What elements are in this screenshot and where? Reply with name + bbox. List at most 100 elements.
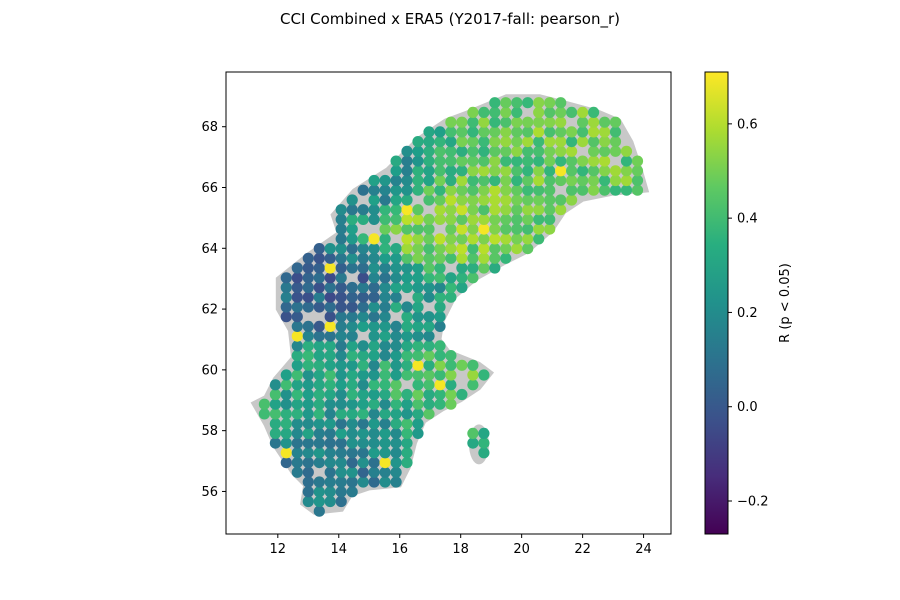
data-point	[544, 156, 555, 167]
data-point	[456, 117, 467, 128]
data-point	[391, 447, 402, 458]
data-point	[511, 214, 522, 225]
data-point	[380, 457, 391, 468]
data-point	[555, 156, 566, 167]
data-point	[588, 136, 599, 147]
data-point	[391, 175, 402, 186]
data-point	[336, 428, 347, 439]
data-point	[522, 214, 533, 225]
data-point	[467, 262, 478, 273]
data-point	[336, 399, 347, 410]
data-point	[358, 321, 369, 332]
data-point	[489, 136, 500, 147]
data-point	[412, 301, 423, 312]
data-point	[577, 165, 588, 176]
data-point	[336, 224, 347, 235]
data-point	[456, 175, 467, 186]
data-point	[325, 428, 336, 439]
data-point	[369, 340, 380, 351]
data-point	[401, 185, 412, 196]
data-point	[423, 175, 434, 186]
data-point	[588, 175, 599, 186]
data-point	[610, 185, 621, 196]
data-point	[336, 496, 347, 507]
data-point	[325, 399, 336, 410]
data-point	[412, 369, 423, 380]
data-point	[314, 301, 325, 312]
data-point	[358, 292, 369, 303]
data-point	[380, 408, 391, 419]
data-point	[369, 331, 380, 342]
data-point	[445, 350, 456, 361]
data-point	[303, 438, 314, 449]
data-point	[380, 428, 391, 439]
data-point	[423, 224, 434, 235]
data-point	[489, 107, 500, 118]
data-point	[423, 340, 434, 351]
data-point	[445, 360, 456, 371]
data-point	[347, 301, 358, 312]
data-point	[380, 331, 391, 342]
data-point	[281, 418, 292, 429]
data-point	[401, 311, 412, 322]
data-point	[445, 165, 456, 176]
data-point	[566, 146, 577, 157]
data-point	[358, 360, 369, 371]
data-point	[467, 185, 478, 196]
data-point	[423, 243, 434, 254]
data-point	[325, 379, 336, 390]
data-point	[467, 126, 478, 137]
data-point	[380, 311, 391, 322]
data-point	[292, 457, 303, 468]
data-point	[281, 369, 292, 380]
data-point	[325, 350, 336, 361]
data-point	[434, 369, 445, 380]
data-point	[358, 447, 369, 458]
data-point	[369, 350, 380, 361]
data-point	[292, 399, 303, 410]
data-point	[369, 175, 380, 186]
data-point	[467, 175, 478, 186]
data-point	[478, 243, 489, 254]
data-point	[380, 214, 391, 225]
data-point	[434, 301, 445, 312]
data-point	[336, 331, 347, 342]
data-point	[445, 369, 456, 380]
data-point	[391, 369, 402, 380]
y-axis: 56586062646668	[201, 120, 226, 500]
data-point	[423, 350, 434, 361]
data-point	[303, 262, 314, 273]
data-point	[401, 340, 412, 351]
data-point	[347, 389, 358, 400]
data-point	[358, 272, 369, 283]
data-point	[423, 146, 434, 157]
data-point	[314, 262, 325, 273]
data-point	[347, 360, 358, 371]
data-point	[325, 292, 336, 303]
data-point	[281, 301, 292, 312]
data-point	[478, 224, 489, 235]
data-point	[599, 156, 610, 167]
data-point	[566, 175, 577, 186]
data-point	[489, 185, 500, 196]
data-point	[325, 311, 336, 322]
data-point	[544, 194, 555, 205]
data-point	[621, 146, 632, 157]
data-point	[434, 194, 445, 205]
data-point	[336, 253, 347, 264]
data-point	[314, 399, 325, 410]
data-point	[292, 389, 303, 400]
data-point	[401, 262, 412, 273]
data-point	[456, 233, 467, 244]
data-point	[544, 224, 555, 235]
y-tick-label: 58	[201, 424, 218, 439]
data-point	[610, 175, 621, 186]
data-point	[412, 156, 423, 167]
data-point	[566, 107, 577, 118]
data-point	[369, 428, 380, 439]
data-point	[369, 233, 380, 244]
data-point	[347, 428, 358, 439]
data-point	[369, 292, 380, 303]
data-point	[434, 126, 445, 137]
colorbar-label: R (p < 0.05)	[778, 263, 793, 343]
